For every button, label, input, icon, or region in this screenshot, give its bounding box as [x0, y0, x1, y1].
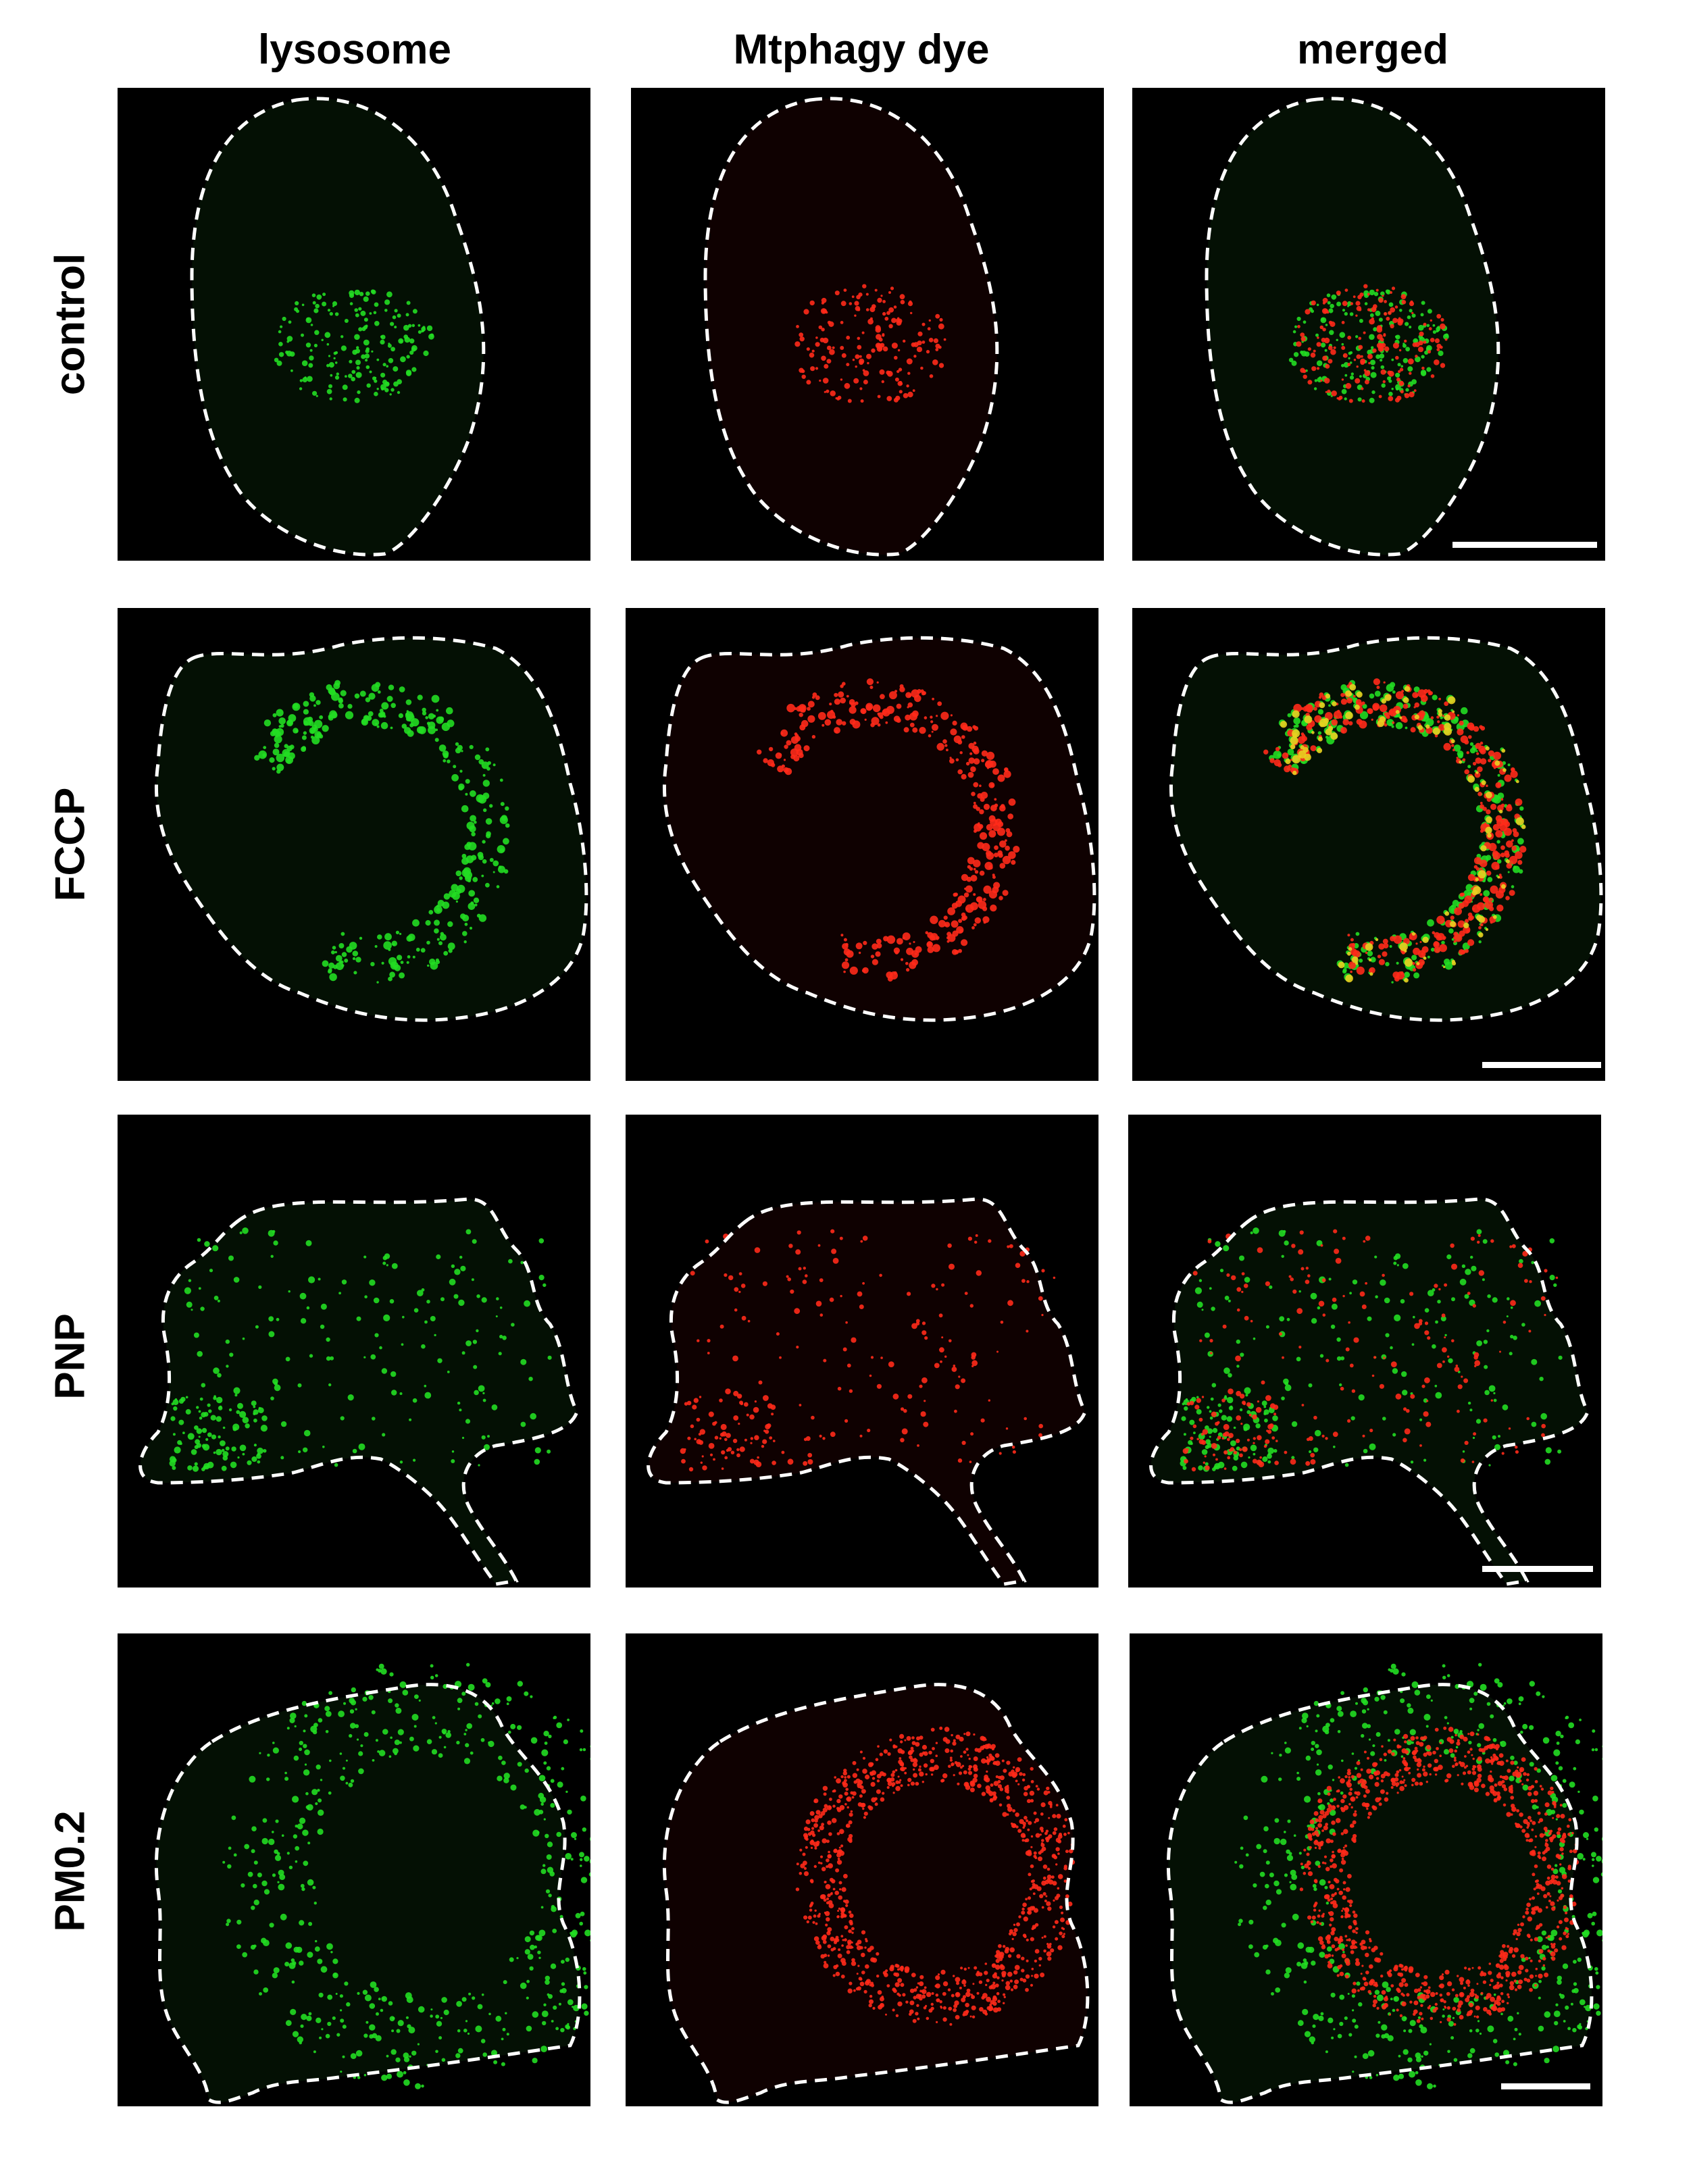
micrograph-image	[663, 636, 1096, 1022]
panel-fccp-mtphagy	[626, 608, 1098, 1081]
panel-pnp-lysosome	[118, 1115, 590, 1588]
row-header-pnp: PNP	[47, 1313, 94, 1400]
row-header-control: control	[47, 253, 94, 396]
column-header-merged: merged	[1297, 26, 1448, 73]
cell-outline	[647, 1197, 1087, 1586]
column-header-mtphagy-dye: Mtphagy dye	[733, 26, 990, 73]
panel-pnp-mtphagy	[626, 1115, 1098, 1588]
panel-control-lysosome	[118, 88, 590, 561]
scale-bar	[1482, 1062, 1601, 1068]
cell-outline	[155, 636, 588, 1022]
panel-pm02-mtphagy	[626, 1633, 1098, 2106]
cell-outline	[138, 1197, 579, 1586]
cell-outline	[663, 636, 1096, 1022]
cell-outline	[154, 1683, 582, 2104]
scale-bar	[1452, 542, 1597, 548]
panel-pnp-merged	[1128, 1115, 1601, 1588]
micrograph-image	[154, 1662, 590, 2104]
row-header-pm02: PM0.2	[47, 1810, 94, 1932]
micrograph-image	[138, 1197, 579, 1586]
scale-bar	[1501, 2083, 1590, 2089]
micrograph-image	[703, 97, 999, 557]
micrograph-image	[1149, 1197, 1590, 1586]
panel-fccp-lysosome	[118, 608, 590, 1081]
panel-pm02-lysosome	[118, 1633, 590, 2106]
cell-outline	[662, 1683, 1090, 2104]
cell-outline	[190, 97, 486, 557]
micrograph-image	[1169, 636, 1603, 1022]
micrograph-image	[662, 1683, 1090, 2104]
micrograph-image	[1166, 1662, 1602, 2104]
panel-pm02-merged	[1130, 1633, 1602, 2106]
cell-outline	[1205, 97, 1500, 557]
micrograph-image	[647, 1197, 1087, 1586]
cell-outline	[1169, 636, 1603, 1022]
cell-outline	[1149, 1197, 1590, 1586]
panel-control-mtphagy	[631, 88, 1104, 561]
row-header-fccp: FCCP	[47, 787, 94, 902]
scale-bar	[1482, 1566, 1593, 1572]
micrograph-image	[155, 636, 588, 1022]
micrograph-image	[1205, 97, 1500, 557]
cell-outline	[703, 97, 999, 557]
panel-fccp-merged	[1132, 608, 1605, 1081]
panel-control-merged	[1132, 88, 1605, 561]
column-header-lysosome: lysosome	[257, 26, 452, 73]
cell-outline	[1166, 1683, 1594, 2104]
micrograph-image	[190, 97, 486, 557]
